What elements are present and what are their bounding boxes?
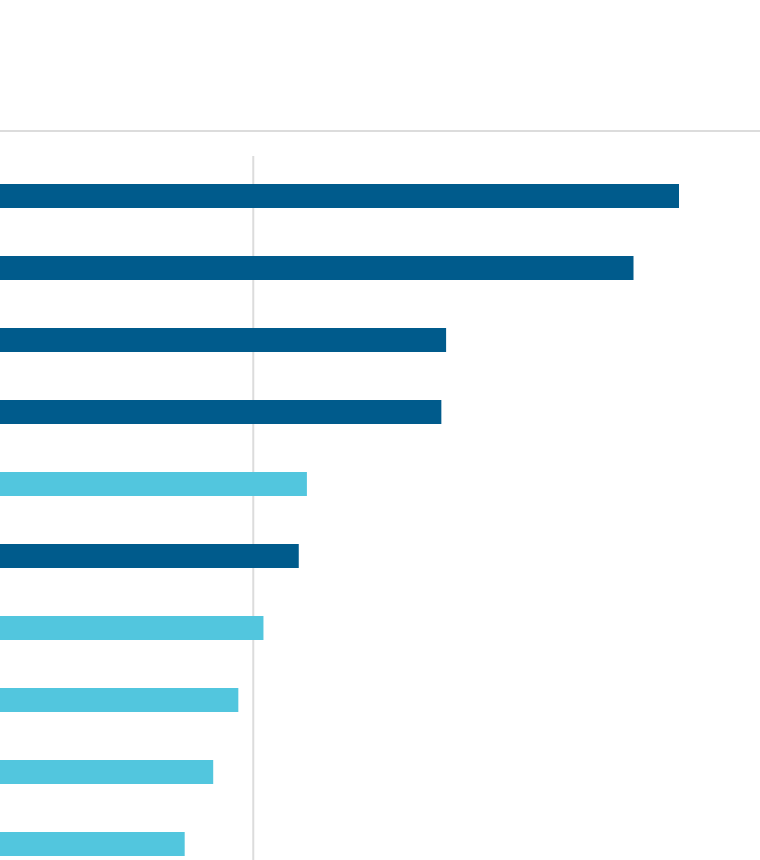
bar-7 <box>0 616 264 640</box>
bar-6 <box>0 544 299 568</box>
bar-3 <box>0 328 447 352</box>
bar-8 <box>0 688 239 712</box>
bar-5 <box>0 472 307 496</box>
bar-2 <box>0 256 634 280</box>
bar-9 <box>0 760 214 784</box>
header-divider <box>0 130 760 132</box>
plot-area <box>0 156 679 860</box>
bar-4 <box>0 400 442 424</box>
bar-1 <box>0 184 679 208</box>
bar-10 <box>0 832 185 856</box>
